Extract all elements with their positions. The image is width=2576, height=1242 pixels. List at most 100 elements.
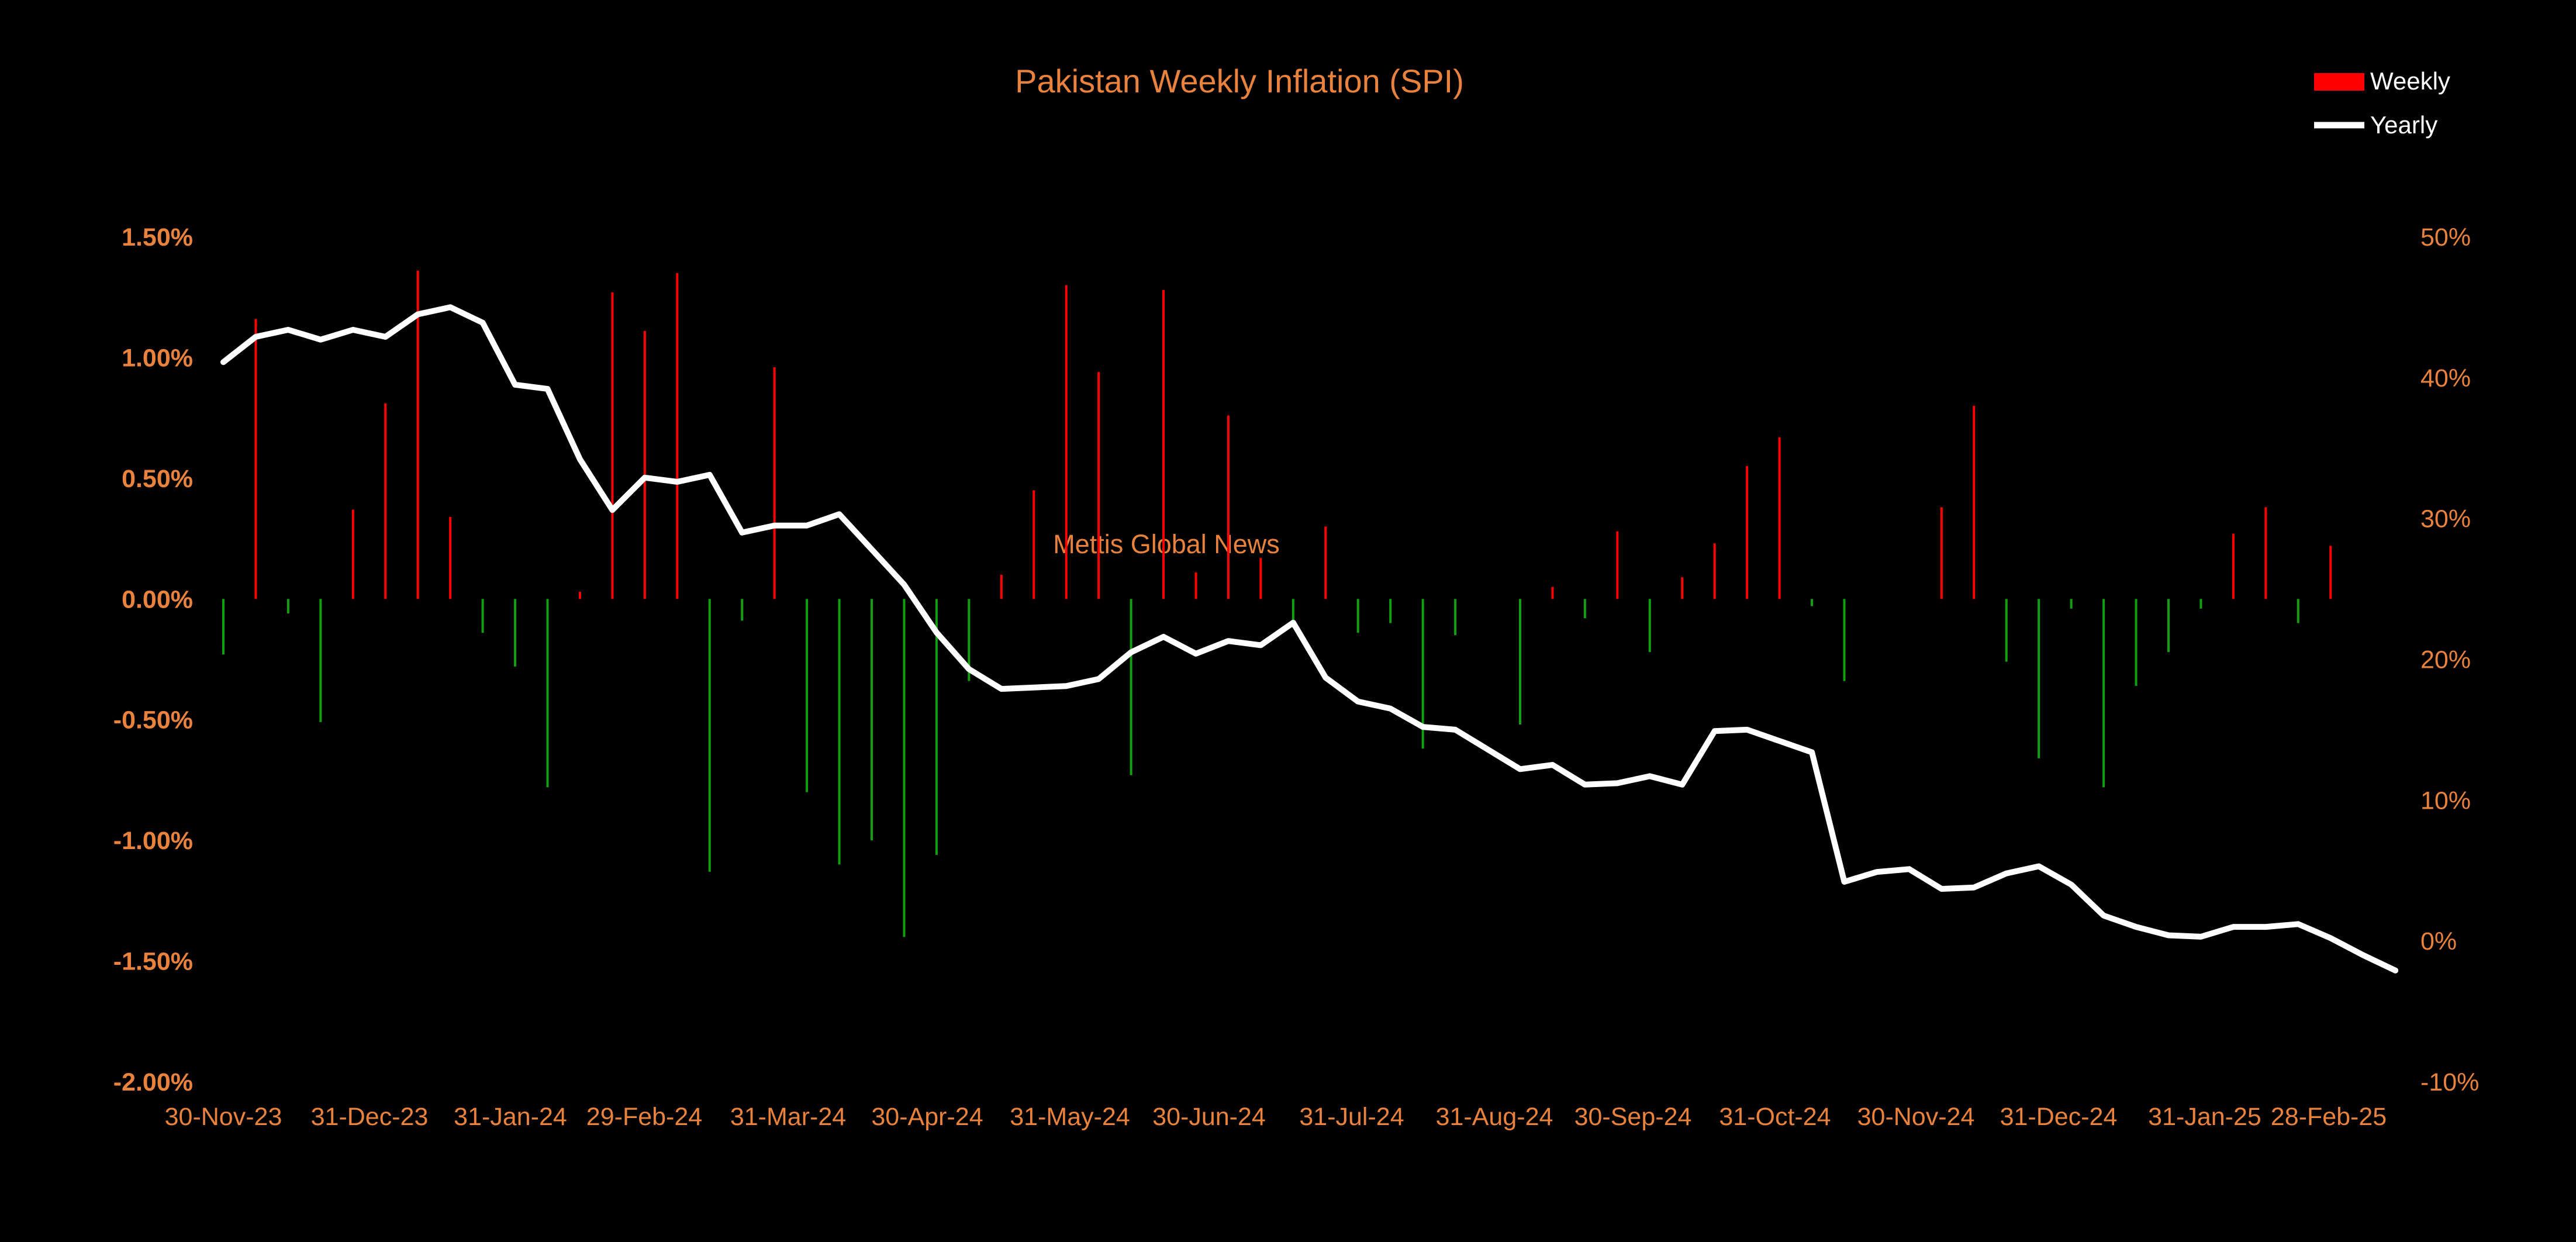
weekly-bar: [1389, 599, 1392, 623]
x-axis: 30-Nov-23 31-Dec-23 31-Jan-24 29-Feb-24 31-M…: [165, 1103, 2387, 1131]
weekly-bar: [1097, 372, 1100, 599]
right-axis-tick-label: 50%: [2420, 223, 2471, 251]
left-axis-tick-label: 0.50%: [122, 465, 193, 493]
right-axis-tick-label: 20%: [2420, 646, 2471, 674]
x-axis-tick-label: 30-Nov-24: [1857, 1103, 1975, 1131]
legend-weekly-label: Weekly: [2370, 67, 2450, 95]
weekly-bar: [676, 272, 679, 599]
weekly-bar: [643, 331, 646, 599]
weekly-bar: [222, 599, 225, 655]
weekly-bar: [1227, 415, 1230, 599]
weekly-bar: [2038, 599, 2040, 758]
weekly-bar: [1292, 599, 1294, 628]
left-axis-tick-label: -1.50%: [113, 948, 193, 976]
x-axis-tick-label: 31-Jan-24: [454, 1103, 567, 1131]
weekly-bar: [1454, 599, 1457, 636]
left-axis-tick-label: -0.50%: [113, 706, 193, 734]
weekly-bar: [1583, 599, 1586, 619]
weekly-bar: [1648, 599, 1651, 653]
weekly-bar: [2167, 599, 2170, 653]
weekly-bar: [254, 319, 257, 599]
weekly-bar: [546, 599, 549, 788]
weekly-bar: [2199, 599, 2202, 609]
left-axis-tick-label: 1.50%: [122, 223, 193, 251]
weekly-bar: [449, 516, 452, 599]
weekly-bar: [1194, 572, 1197, 599]
weekly-bar: [2232, 533, 2235, 599]
weekly-bar: [1616, 531, 1619, 599]
weekly-bar: [514, 599, 517, 667]
weekly-bar: [1681, 577, 1684, 599]
weekly-bar: [2070, 599, 2073, 609]
x-axis-tick-label: 31-Jul-24: [1299, 1103, 1404, 1131]
weekly-bar: [2264, 507, 2267, 599]
weekly-bar: [1713, 543, 1716, 599]
weekly-bar: [1130, 599, 1132, 775]
weekly-bar: [2297, 599, 2299, 623]
x-axis-tick-label: 31-Oct-24: [1719, 1103, 1831, 1131]
x-axis-tick-label: 29-Feb-24: [586, 1103, 702, 1131]
right-axis-tick-label: 40%: [2420, 364, 2471, 392]
left-axis-tick-label: -2.00%: [113, 1068, 193, 1096]
weekly-bar: [1519, 599, 1521, 724]
weekly-bar: [2329, 546, 2332, 599]
weekly-bar: [384, 403, 387, 599]
right-axis-tick-label: 0%: [2420, 927, 2457, 955]
yearly-line: [220, 304, 2399, 974]
legend: Weekly Yearly: [2314, 67, 2450, 139]
weekly-bar: [1811, 599, 1814, 606]
weekly-bar: [1033, 490, 1035, 599]
weekly-bar: [481, 599, 484, 633]
x-axis-tick-label: 28-Feb-25: [2271, 1103, 2387, 1131]
weekly-bar: [935, 599, 938, 855]
weekly-bar: [611, 292, 614, 599]
weekly-bar: [1000, 575, 1003, 599]
weekly-bar: [2005, 599, 2008, 662]
left-axis-tick-label: 0.00%: [122, 585, 193, 613]
weekly-bar: [286, 599, 289, 614]
right-y-axis: 50% 40% 30% 20% 10% 0% -10%: [2420, 223, 2479, 1096]
weekly-bar: [1551, 586, 1554, 599]
weekly-bar: [1259, 558, 1262, 599]
weekly-bar: [2135, 599, 2138, 686]
left-axis-tick-label: 1.00%: [122, 344, 193, 372]
legend-weekly-swatch: [2314, 73, 2364, 91]
x-axis-tick-label: 31-Aug-24: [1436, 1103, 1553, 1131]
watermark-text: Mettis Global News: [1053, 529, 1280, 559]
weekly-bar: [1162, 289, 1165, 599]
legend-yearly-label: Yearly: [2370, 111, 2437, 139]
x-axis-tick-label: 31-May-24: [1010, 1103, 1130, 1131]
left-axis-tick-label: -1.00%: [113, 827, 193, 855]
right-axis-tick-label: -10%: [2420, 1068, 2479, 1096]
x-axis-tick-label: 31-Dec-23: [311, 1103, 429, 1131]
chart-title: Pakistan Weekly Inflation (SPI): [1015, 63, 1464, 99]
weekly-bar: [773, 367, 776, 599]
weekly-bar: [741, 599, 744, 621]
weekly-bar-series: [222, 270, 2332, 937]
x-axis-tick-label: 30-Apr-24: [871, 1103, 983, 1131]
right-axis-tick-label: 30%: [2420, 505, 2471, 533]
weekly-bar: [708, 599, 711, 872]
weekly-bar: [1843, 599, 1846, 681]
weekly-bar: [871, 599, 873, 841]
weekly-bar: [319, 599, 322, 722]
x-axis-tick-label: 30-Nov-23: [165, 1103, 282, 1131]
weekly-bar: [1324, 526, 1327, 599]
x-axis-tick-label: 30-Sep-24: [1574, 1103, 1692, 1131]
x-axis-tick-label: 31-Dec-24: [2000, 1103, 2118, 1131]
weekly-bar: [968, 599, 971, 681]
weekly-bar: [351, 509, 354, 599]
weekly-bar: [1746, 466, 1749, 599]
weekly-bar: [1356, 599, 1359, 633]
weekly-bar: [578, 591, 581, 599]
weekly-bar: [838, 599, 841, 865]
weekly-bar: [1065, 285, 1068, 599]
weekly-bar: [1940, 507, 1943, 599]
left-y-axis: 1.50% 1.00% 0.50% 0.00% -0.50% -1.00% -1.50% -2…: [113, 223, 193, 1096]
yearly-line-series: [220, 304, 2399, 974]
right-axis-tick-label: 10%: [2420, 786, 2471, 815]
x-axis-tick-label: 31-Jan-25: [2148, 1103, 2261, 1131]
weekly-bar: [1421, 599, 1424, 749]
